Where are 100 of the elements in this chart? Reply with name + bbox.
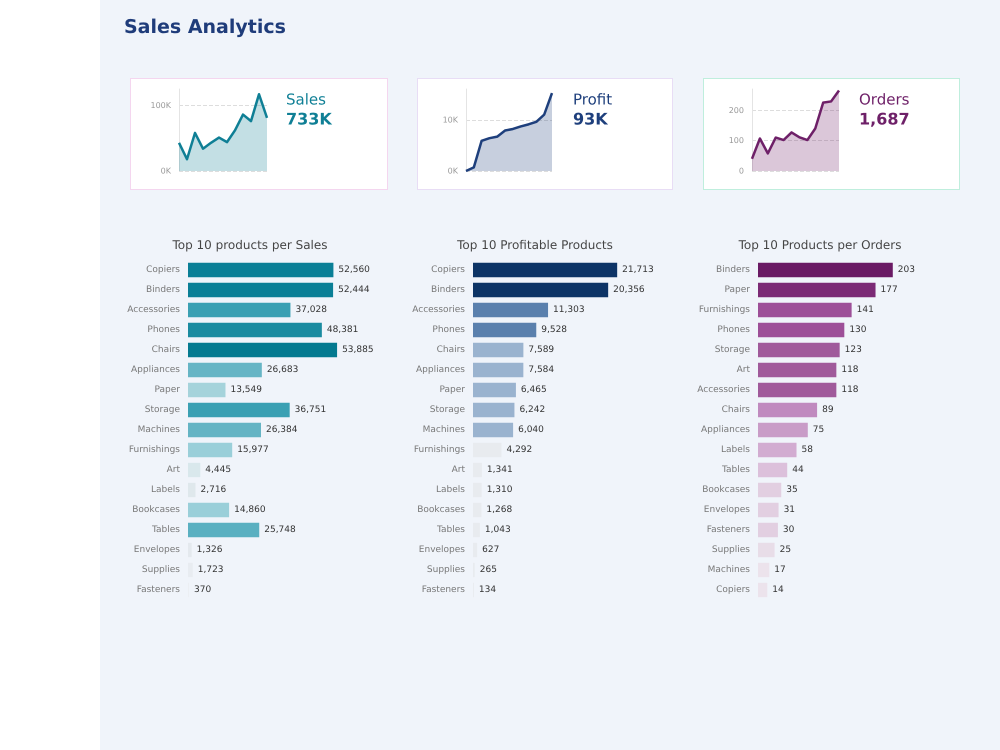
y-tick-label: Accessories <box>127 305 180 315</box>
y-tick-label: Fasteners <box>136 585 180 595</box>
chart-title: Sales Analytics <box>124 16 286 38</box>
data-label: 15,977 <box>237 445 269 455</box>
data-label: 7,584 <box>528 365 554 375</box>
data-label: 14,860 <box>234 505 266 515</box>
data-label: 37,028 <box>295 305 328 315</box>
data-label: 52,560 <box>338 265 370 275</box>
data-label: 89 <box>822 405 834 415</box>
text: 93K <box>573 110 608 128</box>
y-tick-label: Bookcases <box>417 505 466 515</box>
data-label: 6,465 <box>520 385 547 395</box>
text: 1,687 <box>859 110 910 128</box>
y-tick-label: Tables <box>436 525 466 535</box>
data-label: 9,528 <box>541 325 568 335</box>
data-label: 25,748 <box>264 525 296 535</box>
y-tick-label: 200 <box>728 106 744 115</box>
data-label: 1,310 <box>486 485 513 495</box>
y-tick-label: Chairs <box>436 345 466 355</box>
y-tick-label: Binders <box>716 265 750 275</box>
data-label: 14 <box>772 585 784 595</box>
data-label: 35 <box>786 485 798 495</box>
y-tick-label: Labels <box>721 445 750 455</box>
data-label: 48,381 <box>326 325 358 335</box>
data-label: 2,716 <box>200 485 227 495</box>
data-label: 203 <box>898 265 915 275</box>
y-tick-label: Chairs <box>152 345 180 355</box>
y-tick-label: Appliances <box>416 365 466 375</box>
y-tick-label: Copiers <box>146 265 180 275</box>
data-label: 7,589 <box>528 345 554 355</box>
y-tick-label: Envelopes <box>134 545 180 555</box>
data-label: 31 <box>784 505 796 515</box>
data-label: 30 <box>782 525 795 535</box>
y-tick-label: Furnishings <box>414 445 466 455</box>
data-label: 11,303 <box>553 305 585 315</box>
data-label: 177 <box>880 285 898 295</box>
y-tick-label: Machines <box>138 425 180 435</box>
y-tick-label: Labels <box>151 485 180 495</box>
data-label: 123 <box>844 345 862 355</box>
y-tick-label: Phones <box>147 325 180 335</box>
data-label: 17 <box>774 565 786 575</box>
y-tick-label: Appliances <box>131 365 180 375</box>
y-tick-label: Furnishings <box>128 445 180 455</box>
data-label: 1,326 <box>196 545 223 555</box>
y-tick-label: Fasteners <box>706 525 750 535</box>
y-tick-label: Copiers <box>716 585 750 595</box>
y-tick-label: Supplies <box>426 565 466 575</box>
data-label: 370 <box>194 585 212 595</box>
data-label: 44 <box>792 465 804 475</box>
y-tick-label: 0K <box>448 166 459 176</box>
data-label: 58 <box>802 445 814 455</box>
y-tick-label: Envelopes <box>704 505 750 515</box>
chart-title: Top 10 products per Sales <box>171 238 328 252</box>
y-tick-label: Supplies <box>142 565 180 575</box>
y-tick-label: Tables <box>721 465 750 475</box>
data-label: 1,268 <box>486 505 512 515</box>
data-label: 20,356 <box>613 285 645 295</box>
data-label: 25 <box>780 545 792 555</box>
y-tick-label: Chairs <box>722 405 750 415</box>
y-tick-label: Paper <box>724 285 750 295</box>
y-tick-label: Binders <box>146 285 180 295</box>
data-label: 1,043 <box>484 525 511 535</box>
y-tick-label: Art <box>166 465 180 475</box>
y-tick-label: 100 <box>728 136 744 146</box>
y-tick-label: Fasteners <box>422 585 466 595</box>
y-tick-label: Furnishings <box>698 305 750 315</box>
y-tick-label: Machines <box>708 565 750 575</box>
y-tick-label: Art <box>452 465 466 475</box>
y-tick-label: Storage <box>144 405 180 415</box>
data-label: 1,341 <box>486 465 513 475</box>
y-tick-label: Art <box>736 365 750 375</box>
y-tick-label: 0 <box>738 166 744 176</box>
y-tick-label: Phones <box>717 325 750 335</box>
data-label: 130 <box>849 325 867 335</box>
y-tick-label: Tables <box>151 525 180 535</box>
y-tick-label: Supplies <box>712 545 750 555</box>
y-tick-label: Storage <box>714 345 750 355</box>
data-label: 1,723 <box>198 565 224 575</box>
y-tick-label: 10K <box>442 115 459 124</box>
y-tick-label: Appliances <box>701 425 750 435</box>
y-tick-label: Bookcases <box>132 505 180 515</box>
data-label: 75 <box>812 425 824 435</box>
y-tick-label: 0K <box>160 166 172 176</box>
data-label: 26,683 <box>266 365 298 375</box>
y-tick-label: Storage <box>430 405 466 415</box>
y-tick-label: Bookcases <box>702 485 750 495</box>
y-tick-label: Accessories <box>697 385 750 395</box>
data-label: 627 <box>482 545 500 555</box>
text: 733K <box>286 110 332 128</box>
text: Orders <box>859 90 910 108</box>
y-tick-label: Envelopes <box>418 545 466 555</box>
data-label: 118 <box>841 365 859 375</box>
data-label: 21,713 <box>622 265 654 275</box>
data-label: 13,549 <box>230 385 262 395</box>
data-label: 26,384 <box>266 425 298 435</box>
y-tick-label: Paper <box>440 385 466 395</box>
data-label: 4,292 <box>506 445 532 455</box>
data-label: 4,445 <box>205 465 232 475</box>
data-label: 52,444 <box>338 285 370 295</box>
y-tick-label: Phones <box>432 325 466 335</box>
